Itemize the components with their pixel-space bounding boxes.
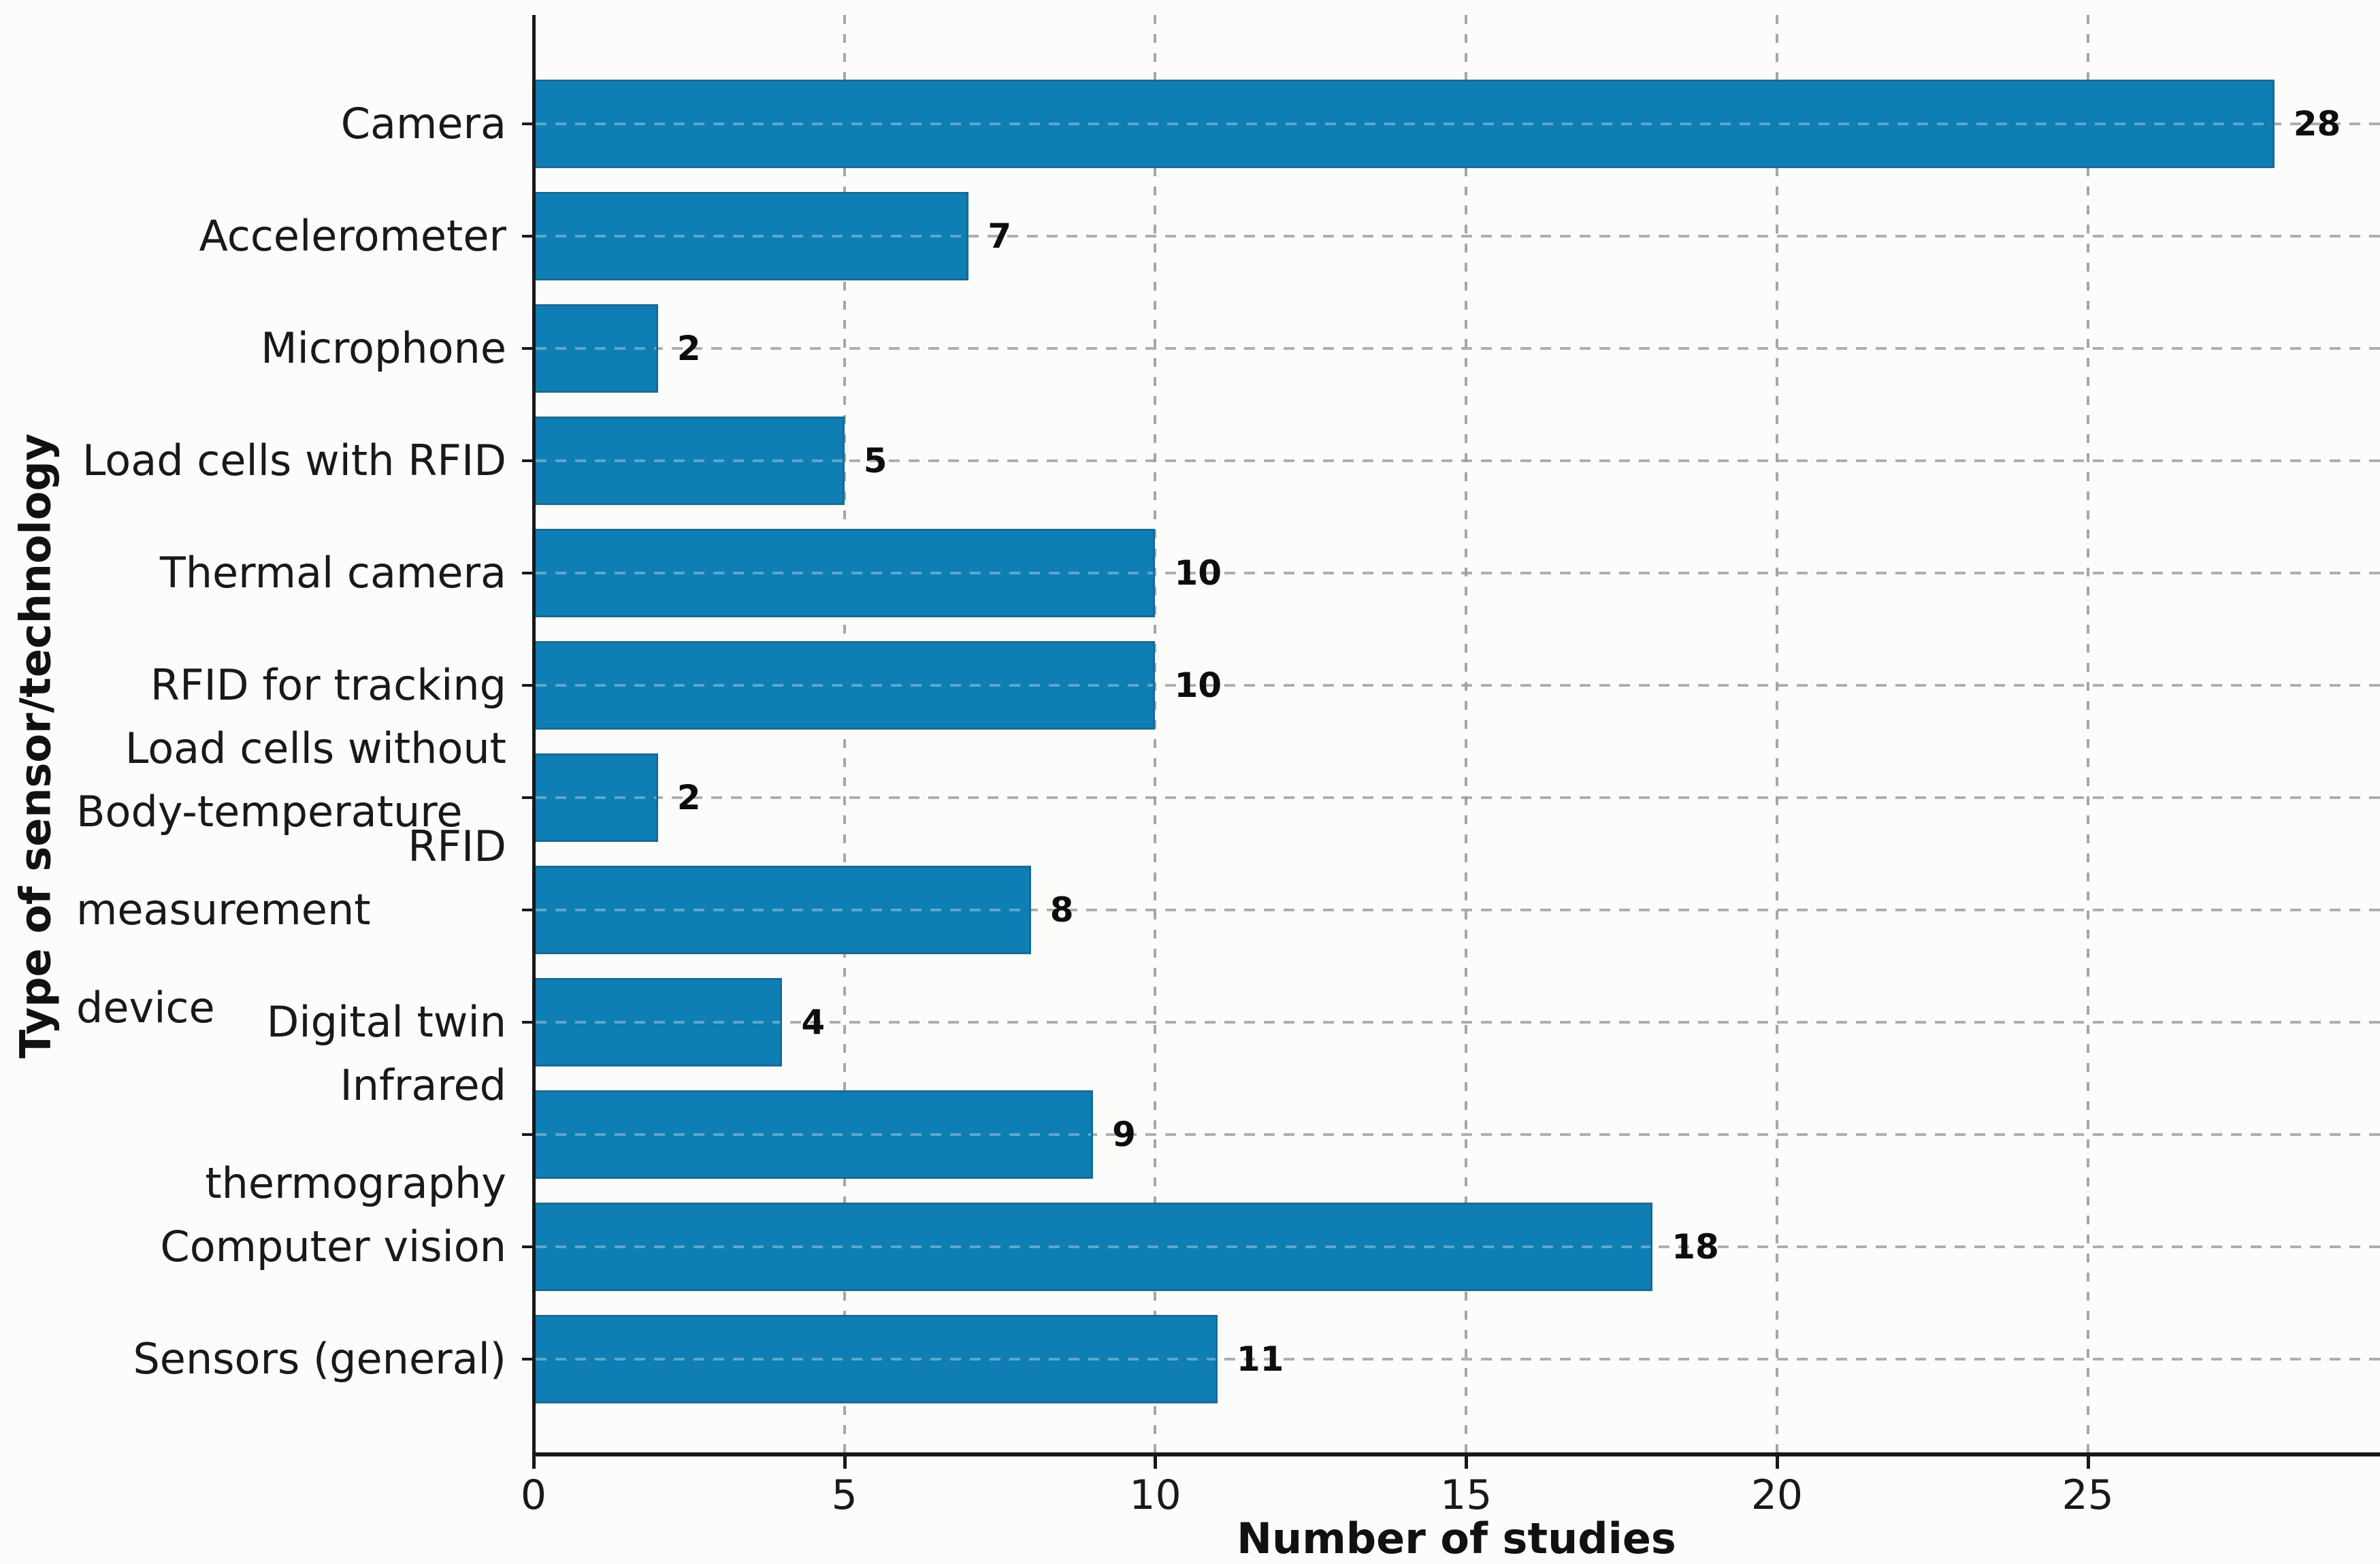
h-gridline xyxy=(534,459,2380,462)
x-axis-spine xyxy=(532,1452,2380,1456)
v-gridline-10 xyxy=(1154,15,1157,1452)
bar-value-label: 2 xyxy=(676,778,701,817)
v-gridline-25 xyxy=(2086,15,2089,1452)
category-tick-label: Accelerometer xyxy=(199,211,506,261)
bar-accelerometer xyxy=(534,192,969,280)
bar-value-label: 5 xyxy=(863,441,887,480)
y-axis-tick xyxy=(522,1358,533,1361)
category-tick-label: Digital twin xyxy=(266,997,506,1047)
bar-digital-twin xyxy=(534,978,783,1066)
h-gridline xyxy=(534,1358,2380,1361)
y-axis-tick xyxy=(522,1133,533,1136)
bar-gridline-overlay xyxy=(536,235,967,238)
category-tick-label: Thermal camera xyxy=(159,548,506,598)
h-gridline xyxy=(534,1133,2380,1136)
bar-body-temperature xyxy=(534,866,1031,954)
category-tick-label: Load cells with RFID xyxy=(82,436,506,486)
h-gridline xyxy=(534,1021,2380,1024)
bar-infrared-thermography xyxy=(534,1090,1094,1179)
x-axis-tick xyxy=(2086,1456,2090,1469)
x-tick-label: 10 xyxy=(1129,1471,1181,1519)
plot-area: 28 7 2 5 10 10 2 8 4 9 18 11 xyxy=(534,15,2380,1452)
bar-gridline-overlay xyxy=(536,684,1154,687)
bar-value-label: 11 xyxy=(1236,1339,1284,1379)
bar-value-label: 18 xyxy=(1672,1227,1719,1267)
x-tick-label: 5 xyxy=(831,1471,858,1519)
bar-value-label: 28 xyxy=(2293,104,2341,144)
category-tick-label: Sensors (general) xyxy=(133,1334,506,1384)
category-tick-label: Microphone xyxy=(261,323,506,374)
bar-gridline-overlay xyxy=(536,1358,1216,1361)
h-gridline xyxy=(534,684,2380,687)
bar-gridline-overlay xyxy=(536,123,2272,125)
v-gridline-5 xyxy=(843,15,846,1452)
bar-rfid-for-tracking xyxy=(534,641,1156,730)
category-tick-label: Load cells without RFID xyxy=(125,723,520,871)
y-axis-spine xyxy=(532,15,536,1456)
category-tick-label: Computer vision xyxy=(160,1222,506,1272)
y-axis-title: Type of sensor/technology xyxy=(10,433,61,1059)
h-gridline xyxy=(534,909,2380,911)
bar-value-label: 8 xyxy=(1049,890,1074,930)
bar-gridline-overlay xyxy=(536,909,1029,911)
y-axis-tick xyxy=(522,1245,533,1248)
bar-gridline-overlay xyxy=(536,347,656,350)
h-gridline xyxy=(534,796,2380,799)
y-axis-tick xyxy=(522,123,533,125)
bar-gridline-overlay xyxy=(536,1133,1092,1136)
x-axis-tick xyxy=(1465,1456,1469,1469)
bar-gridline-overlay xyxy=(536,459,843,462)
category-tick-label: Body-temperature measurement device xyxy=(76,787,463,1032)
x-tick-label: 0 xyxy=(520,1471,547,1519)
bar-gridline-overlay xyxy=(536,1245,1651,1248)
y-axis-tick xyxy=(522,1021,533,1024)
y-axis-tick xyxy=(522,909,533,911)
bar-value-label: 10 xyxy=(1174,553,1222,593)
h-gridline xyxy=(534,572,2380,574)
bar-sensors-general- xyxy=(534,1315,1218,1403)
bar-value-label: 4 xyxy=(801,1003,826,1042)
bar-gridline-overlay xyxy=(536,796,656,799)
category-tick-label: RFID for tracking xyxy=(150,660,506,711)
y-axis-tick xyxy=(522,572,533,574)
h-gridline xyxy=(534,347,2380,350)
x-axis-tick xyxy=(843,1456,847,1469)
x-tick-label: 20 xyxy=(1750,1471,1804,1519)
x-axis-tick xyxy=(1154,1456,1158,1469)
x-tick-label: 25 xyxy=(2061,1471,2114,1519)
x-axis-title: Number of studies xyxy=(1237,1514,1676,1563)
v-gridline-15 xyxy=(1465,15,1468,1452)
bar-thermal-camera xyxy=(534,529,1156,617)
category-tick-label: Infrared thermography xyxy=(205,1060,520,1208)
category-tick-label: Camera xyxy=(340,99,506,149)
h-gridline xyxy=(534,235,2380,238)
x-axis-tick xyxy=(1775,1456,1779,1469)
x-axis-tick xyxy=(532,1456,536,1469)
y-axis-tick xyxy=(522,459,533,462)
y-axis-tick xyxy=(522,684,533,687)
bar-value-label: 10 xyxy=(1174,666,1222,705)
y-axis-tick xyxy=(522,235,533,238)
bar-camera xyxy=(534,80,2275,168)
bar-value-label: 9 xyxy=(1112,1115,1136,1154)
y-axis-tick xyxy=(522,347,533,350)
bar-gridline-overlay xyxy=(536,572,1154,574)
y-axis-tick xyxy=(522,796,533,799)
x-tick-label: 15 xyxy=(1440,1471,1493,1519)
bar-load-cells-without-rfid xyxy=(534,753,658,842)
bar-microphone xyxy=(534,304,658,393)
bar-gridline-overlay xyxy=(536,1021,781,1024)
bar-load-cells-with-rfid xyxy=(534,417,845,505)
bar-computer-vision xyxy=(534,1203,1653,1291)
v-gridline-20 xyxy=(1775,15,1778,1452)
bar-value-label: 7 xyxy=(988,216,1012,256)
bar-value-label: 2 xyxy=(676,329,701,368)
